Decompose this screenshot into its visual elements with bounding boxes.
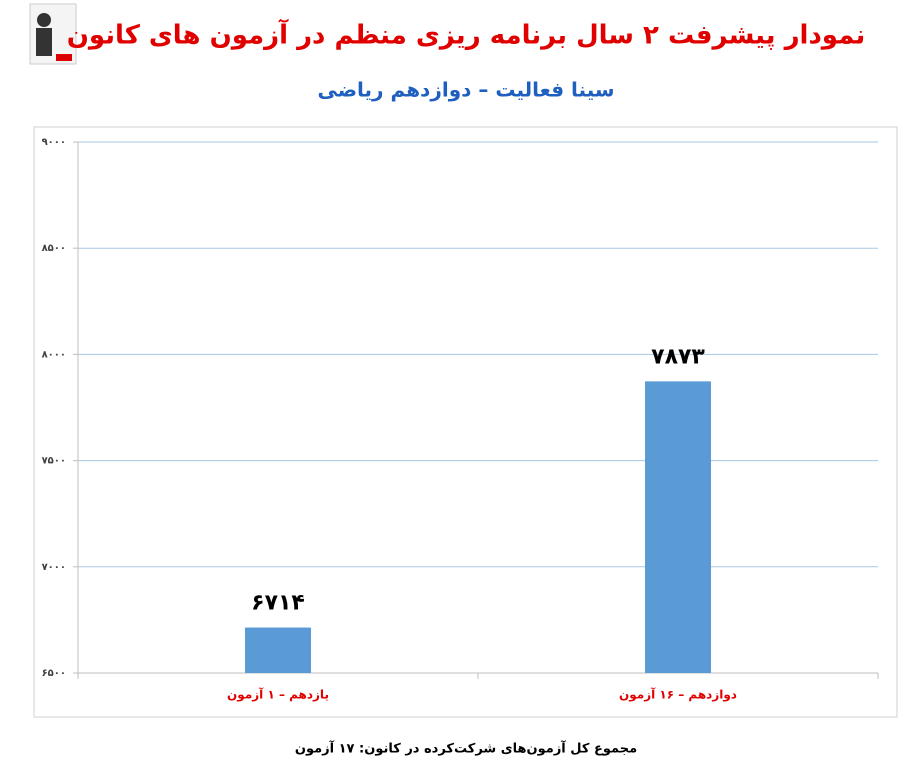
- y-tick-label: ۸۵۰۰: [42, 243, 66, 254]
- y-tick-label: ۷۵۰۰: [42, 456, 66, 467]
- bar: [245, 627, 311, 673]
- value-label: ۷۸۷۳: [651, 344, 705, 369]
- logo-body: [36, 28, 52, 56]
- y-tick-label: ۸۰۰۰: [42, 349, 66, 360]
- chart-title: نمودار پیشرفت ۲ سال برنامه ریزی منظم در …: [67, 19, 866, 51]
- footer: مجموع کل آزمون‌های شرکت‌کرده در کانون: ۱…: [295, 740, 637, 757]
- logo-head: [37, 13, 51, 27]
- logo-tag: [56, 54, 72, 61]
- plot-border: [33, 126, 898, 718]
- bar: [645, 381, 711, 673]
- x-tick-label: یازدهم – ۱ آزمون: [227, 687, 329, 703]
- value-label: ۶۷۱۴: [251, 591, 305, 616]
- x-tick-label: دوازدهم – ۱۶ آزمون: [619, 687, 737, 703]
- logo: [29, 3, 77, 65]
- chart-subtitle: سینا فعالیت – دوازدهم ریاضی: [317, 78, 614, 102]
- y-tick-label: ۷۰۰۰: [42, 562, 66, 573]
- y-tick-label: ۶۵۰۰: [42, 668, 66, 679]
- y-tick-label: ۹۰۰۰: [42, 137, 66, 148]
